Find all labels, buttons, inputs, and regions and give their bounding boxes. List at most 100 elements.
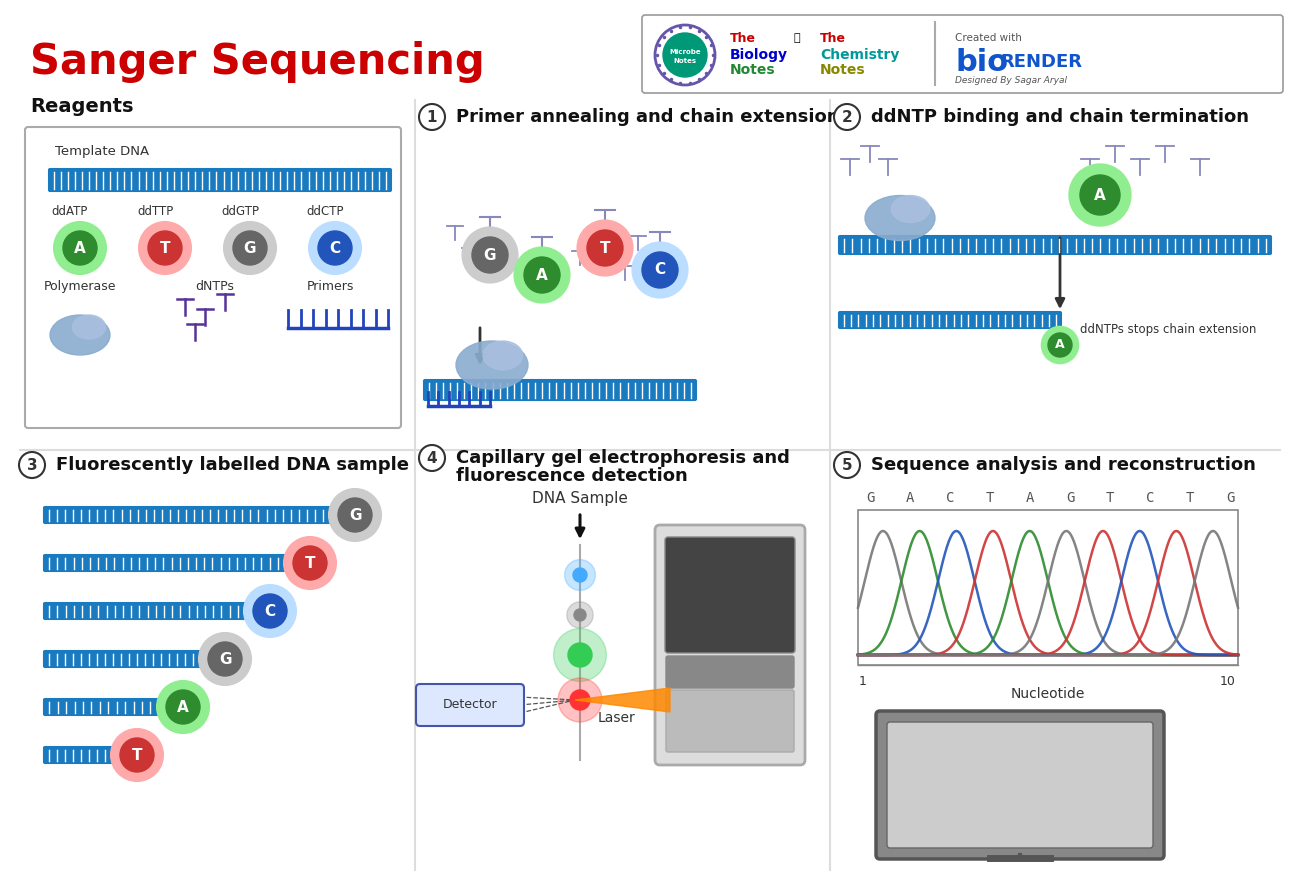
Circle shape — [199, 633, 251, 686]
Text: Created with: Created with — [956, 33, 1022, 43]
Circle shape — [554, 628, 606, 681]
Text: Template DNA: Template DNA — [55, 145, 150, 158]
Text: G: G — [866, 491, 874, 505]
Text: The: The — [820, 32, 846, 44]
Text: C: C — [264, 603, 276, 618]
Text: 2: 2 — [841, 110, 853, 125]
Text: C: C — [1145, 491, 1154, 505]
Text: A: A — [177, 700, 188, 714]
Text: T: T — [1106, 491, 1114, 505]
FancyBboxPatch shape — [666, 656, 794, 688]
Text: 10: 10 — [1221, 675, 1236, 688]
Circle shape — [1041, 326, 1079, 363]
Circle shape — [308, 222, 361, 275]
Text: Reagents: Reagents — [30, 97, 134, 116]
Text: ddNTPs stops chain extension: ddNTPs stops chain extension — [1080, 323, 1256, 337]
Text: ddGTP: ddGTP — [221, 205, 259, 218]
Text: Capillary gel electrophoresis and: Capillary gel electrophoresis and — [456, 449, 790, 467]
Text: A: A — [1056, 338, 1065, 352]
FancyBboxPatch shape — [416, 684, 524, 726]
Text: G: G — [1066, 491, 1074, 505]
FancyBboxPatch shape — [49, 169, 391, 191]
Bar — [858, 510, 1238, 665]
Circle shape — [577, 220, 633, 276]
Text: fluorescence detection: fluorescence detection — [456, 467, 688, 485]
Text: G: G — [348, 508, 361, 523]
Text: 1: 1 — [859, 675, 867, 688]
Circle shape — [567, 602, 593, 628]
Text: ddCTP: ddCTP — [307, 205, 343, 218]
Circle shape — [524, 257, 560, 293]
Text: T: T — [1186, 491, 1195, 505]
Text: ddTTP: ddTTP — [136, 205, 173, 218]
Circle shape — [588, 230, 623, 266]
Text: Detector: Detector — [443, 698, 498, 711]
FancyBboxPatch shape — [25, 127, 400, 428]
Circle shape — [575, 609, 586, 621]
Circle shape — [233, 231, 266, 265]
Circle shape — [419, 445, 445, 471]
Circle shape — [419, 104, 445, 130]
FancyBboxPatch shape — [44, 603, 251, 619]
Circle shape — [835, 452, 861, 478]
FancyBboxPatch shape — [838, 312, 1061, 328]
Text: C: C — [946, 491, 954, 505]
Text: Designed By Sagar Aryal: Designed By Sagar Aryal — [956, 75, 1067, 84]
Text: A: A — [1095, 188, 1106, 203]
Circle shape — [224, 222, 277, 275]
Circle shape — [514, 247, 569, 303]
Circle shape — [569, 690, 590, 710]
Circle shape — [329, 489, 381, 541]
Text: Fluorescently labelled DNA sample: Fluorescently labelled DNA sample — [56, 456, 410, 474]
Text: 1: 1 — [426, 110, 437, 125]
Circle shape — [558, 678, 602, 722]
Text: ddATP: ddATP — [52, 205, 88, 218]
Text: Polymerase: Polymerase — [44, 280, 116, 293]
Circle shape — [835, 104, 861, 130]
Circle shape — [292, 546, 328, 580]
FancyBboxPatch shape — [44, 747, 118, 763]
Text: G: G — [218, 651, 231, 666]
Text: A: A — [906, 491, 914, 505]
Circle shape — [338, 498, 372, 532]
Text: G: G — [1226, 491, 1234, 505]
Circle shape — [120, 738, 153, 772]
Ellipse shape — [864, 196, 935, 240]
Ellipse shape — [892, 196, 930, 222]
FancyBboxPatch shape — [655, 525, 805, 765]
Circle shape — [1048, 333, 1072, 357]
Circle shape — [62, 231, 98, 265]
Text: Sanger Sequencing: Sanger Sequencing — [30, 41, 485, 83]
Ellipse shape — [73, 315, 105, 339]
Text: Primers: Primers — [307, 280, 354, 293]
Circle shape — [243, 585, 296, 637]
Circle shape — [564, 560, 595, 590]
Circle shape — [157, 680, 209, 734]
Text: Nucleotide: Nucleotide — [1011, 687, 1086, 701]
Text: DNA Sample: DNA Sample — [532, 491, 628, 506]
Text: T: T — [160, 240, 170, 255]
Circle shape — [642, 252, 679, 288]
FancyBboxPatch shape — [666, 537, 796, 653]
Text: 5: 5 — [841, 457, 853, 472]
Text: dNTPs: dNTPs — [195, 280, 234, 293]
Text: Biology: Biology — [731, 48, 788, 62]
Ellipse shape — [49, 315, 110, 355]
Text: A: A — [74, 240, 86, 255]
Circle shape — [20, 452, 46, 478]
Circle shape — [254, 594, 287, 628]
Text: Notes: Notes — [820, 63, 866, 77]
Text: 🧬: 🧬 — [793, 33, 800, 43]
Text: RENDER: RENDER — [1000, 53, 1082, 71]
Circle shape — [1080, 175, 1121, 215]
Text: Chemistry: Chemistry — [820, 48, 900, 62]
Text: C: C — [654, 262, 666, 277]
Circle shape — [663, 33, 707, 77]
Circle shape — [573, 568, 588, 582]
Text: 4: 4 — [426, 450, 437, 465]
Text: T: T — [304, 556, 315, 571]
Circle shape — [166, 690, 200, 724]
Text: bio: bio — [956, 48, 1008, 76]
Text: A: A — [536, 268, 547, 283]
Text: A: A — [1026, 491, 1035, 505]
